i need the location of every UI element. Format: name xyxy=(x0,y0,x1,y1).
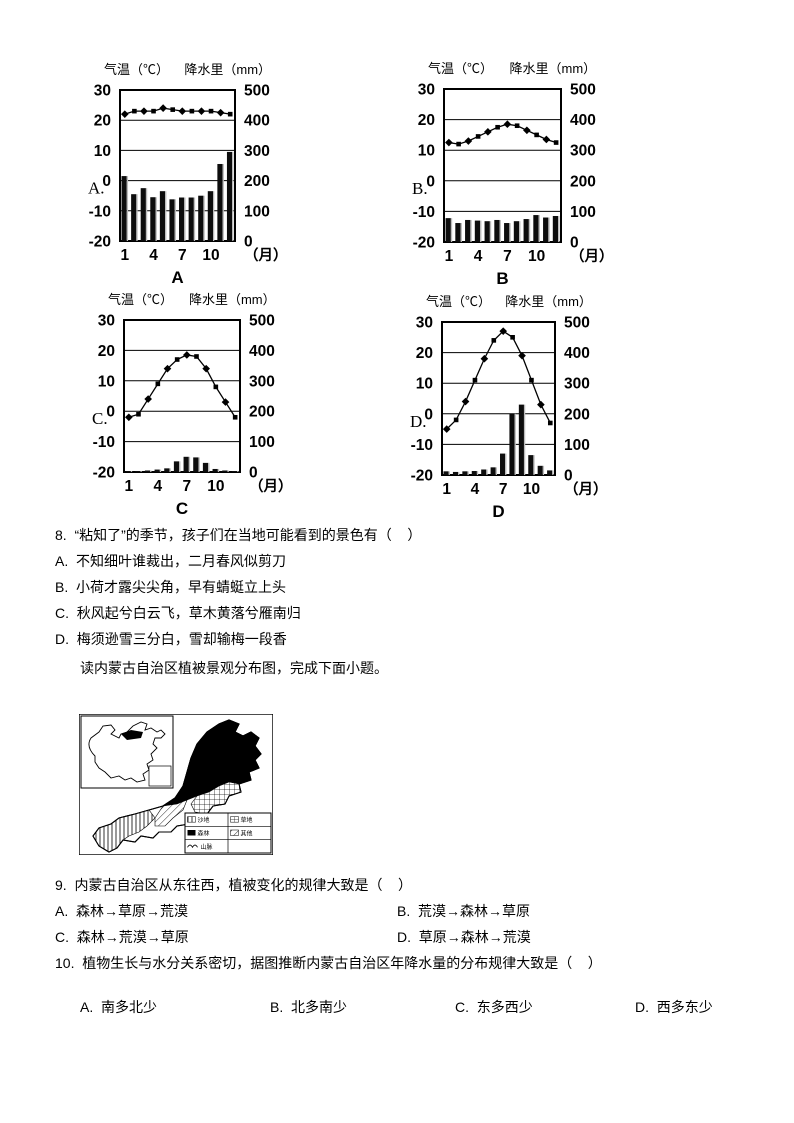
svg-text:山脉: 山脉 xyxy=(201,843,213,851)
svg-text:20: 20 xyxy=(416,345,433,362)
svg-text:30: 30 xyxy=(418,82,435,99)
svg-text:（月）: （月） xyxy=(564,480,608,498)
svg-text:草地: 草地 xyxy=(241,816,253,824)
svg-text:降水里（mm）: 降水里（mm） xyxy=(505,294,592,309)
svg-text:7: 7 xyxy=(503,248,512,265)
svg-text:1: 1 xyxy=(445,248,454,265)
svg-text:0: 0 xyxy=(426,173,435,190)
svg-text:7: 7 xyxy=(499,481,508,498)
svg-text:10: 10 xyxy=(94,143,111,160)
svg-text:A.: A. xyxy=(88,178,105,197)
svg-text:C.: C. xyxy=(92,409,108,428)
svg-text:500: 500 xyxy=(564,315,590,332)
svg-text:30: 30 xyxy=(98,313,115,330)
svg-text:B: B xyxy=(496,269,508,288)
svg-text:D: D xyxy=(492,502,504,521)
svg-text:A: A xyxy=(171,268,183,287)
svg-text:500: 500 xyxy=(249,313,275,330)
svg-text:（月）: （月） xyxy=(570,247,614,265)
svg-text:其他: 其他 xyxy=(241,830,253,838)
svg-text:气温（℃）: 气温（℃） xyxy=(108,292,173,307)
svg-text:（月）: （月） xyxy=(244,246,288,264)
svg-text:200: 200 xyxy=(249,404,275,421)
svg-text:10: 10 xyxy=(523,481,540,498)
svg-text:-10: -10 xyxy=(413,204,435,221)
svg-text:300: 300 xyxy=(244,143,270,160)
svg-text:沙地: 沙地 xyxy=(198,816,210,824)
svg-text:0: 0 xyxy=(106,404,115,421)
svg-text:300: 300 xyxy=(564,376,590,393)
svg-text:200: 200 xyxy=(244,173,270,190)
svg-text:4: 4 xyxy=(474,248,483,265)
svg-text:300: 300 xyxy=(570,143,596,160)
svg-text:500: 500 xyxy=(570,82,596,99)
svg-text:降水里（mm）: 降水里（mm） xyxy=(510,61,597,76)
svg-text:400: 400 xyxy=(249,343,275,360)
svg-text:200: 200 xyxy=(564,406,590,423)
svg-text:降水里（mm）: 降水里（mm） xyxy=(184,62,271,77)
svg-text:500: 500 xyxy=(244,83,270,100)
svg-text:300: 300 xyxy=(249,373,275,390)
svg-text:20: 20 xyxy=(94,113,111,130)
svg-text:-20: -20 xyxy=(411,468,433,485)
svg-text:4: 4 xyxy=(471,481,480,498)
svg-text:10: 10 xyxy=(207,478,224,495)
svg-text:7: 7 xyxy=(178,247,187,264)
svg-text:10: 10 xyxy=(202,247,219,264)
svg-text:400: 400 xyxy=(244,113,270,130)
svg-text:1: 1 xyxy=(120,247,129,264)
svg-text:C: C xyxy=(176,499,188,518)
svg-text:200: 200 xyxy=(570,173,596,190)
svg-text:气温（℃）: 气温（℃） xyxy=(104,62,169,77)
svg-text:400: 400 xyxy=(564,345,590,362)
svg-text:-10: -10 xyxy=(411,437,433,454)
svg-text:气温（℃）: 气温（℃） xyxy=(426,294,491,309)
svg-text:30: 30 xyxy=(94,83,111,100)
svg-text:B.: B. xyxy=(412,179,428,198)
svg-text:100: 100 xyxy=(249,434,275,451)
svg-text:400: 400 xyxy=(570,112,596,129)
svg-text:-10: -10 xyxy=(93,434,115,451)
svg-text:-10: -10 xyxy=(89,203,111,220)
svg-text:气温（℃）: 气温（℃） xyxy=(428,61,493,76)
svg-text:4: 4 xyxy=(149,247,158,264)
svg-text:-20: -20 xyxy=(413,235,435,252)
svg-text:100: 100 xyxy=(244,203,270,220)
svg-text:（月）: （月） xyxy=(249,477,293,495)
svg-text:-20: -20 xyxy=(93,465,115,482)
svg-text:森林: 森林 xyxy=(198,830,210,838)
svg-text:10: 10 xyxy=(416,376,433,393)
svg-text:100: 100 xyxy=(564,437,590,454)
svg-text:10: 10 xyxy=(98,373,115,390)
svg-text:30: 30 xyxy=(416,315,433,332)
svg-text:1: 1 xyxy=(125,478,134,495)
svg-text:10: 10 xyxy=(528,248,545,265)
svg-text:D.: D. xyxy=(410,412,427,431)
svg-text:20: 20 xyxy=(98,343,115,360)
svg-text:1: 1 xyxy=(442,481,451,498)
svg-text:20: 20 xyxy=(418,112,435,129)
svg-text:降水里（mm）: 降水里（mm） xyxy=(189,292,276,307)
svg-text:7: 7 xyxy=(183,478,192,495)
svg-text:100: 100 xyxy=(570,204,596,221)
svg-text:-20: -20 xyxy=(89,234,111,251)
svg-text:4: 4 xyxy=(154,478,163,495)
svg-text:10: 10 xyxy=(418,143,435,160)
